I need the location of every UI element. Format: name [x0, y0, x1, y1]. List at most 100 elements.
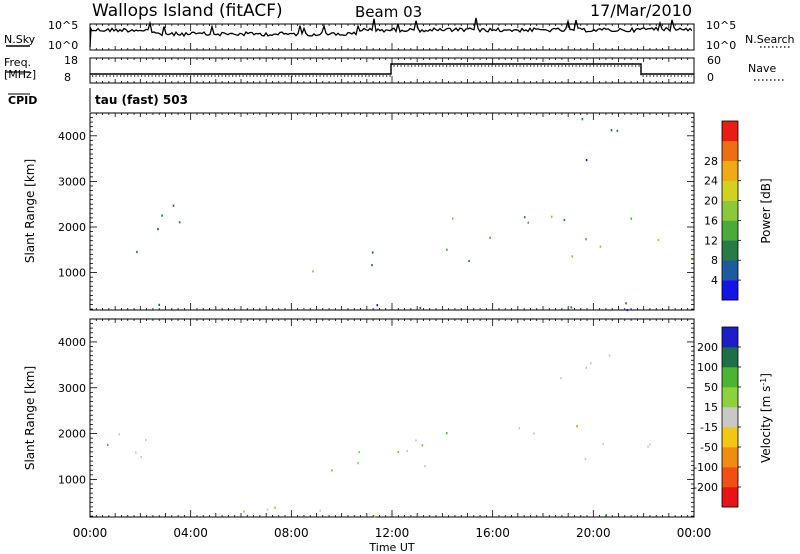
y-tick-label: 2000: [58, 428, 86, 441]
date-title: 17/Mar/2010: [590, 1, 692, 20]
colorbar-segment: [722, 347, 738, 368]
freq-panel: Freq. [MHz] 18 8 60 0 Nave: [4, 54, 784, 84]
scatter-cell: [157, 228, 159, 231]
scatter-cell: [106, 443, 109, 446]
scatter-cell: [570, 306, 573, 309]
scatter-cell: [451, 217, 454, 220]
scatter-cell: [406, 449, 408, 453]
velocity-frame: [89, 318, 695, 518]
scatter-cell: [312, 270, 314, 273]
colorbar-tick-label: -15: [700, 421, 718, 434]
time-axis-label: Time UT: [368, 541, 414, 554]
scatter-cell: [657, 238, 660, 242]
colorbar-segment: [722, 160, 738, 181]
scatter-cell: [533, 432, 535, 435]
power-cbar-label: Power [dB]: [759, 178, 773, 243]
colorbar-segment: [722, 140, 738, 162]
scatter-cell: [599, 245, 602, 248]
nsearch-label: N.Search: [745, 33, 795, 46]
scatter-cell: [630, 217, 633, 220]
scatter-cell: [158, 303, 160, 306]
scatter-cell: [371, 251, 374, 254]
time-axis: 00:00 04:00 08:00 12:00 16:00 20:00 00:00: [73, 24, 711, 540]
scatter-cell: [563, 218, 566, 222]
y-tick-label: 1000: [58, 267, 86, 280]
freq-label: Freq.: [4, 56, 31, 69]
scatter-cell: [140, 456, 143, 459]
x-tick-label: 16:00: [475, 526, 510, 540]
scatter-cell: [357, 462, 359, 465]
colorbar-frame: [721, 120, 739, 301]
power-frame: [89, 112, 695, 311]
beam-title: Beam 03: [355, 3, 422, 21]
scatter-cell: [376, 304, 379, 307]
scatter-cell: [585, 366, 588, 369]
colorbar-tick-label: 8: [711, 254, 718, 267]
scatter-cell: [584, 457, 587, 460]
colorbar-segment: [722, 387, 738, 408]
scatter-cell: [489, 236, 491, 239]
velocity-y-ticks: 1000 2000 3000 4000: [58, 318, 694, 517]
colorbar-tick-label: 15: [704, 401, 718, 414]
nave-tick-top: 60: [707, 54, 721, 67]
scatter-cell: [602, 442, 604, 446]
scatter-cell: [571, 255, 574, 258]
scatter-cell: [550, 215, 553, 218]
nave-label: Nave: [748, 62, 776, 75]
x-tick-label: 00:00: [73, 526, 108, 540]
y-tick-label: 1000: [58, 473, 86, 486]
colorbar-segment: [722, 467, 738, 488]
x-tick-label: 04:00: [173, 526, 208, 540]
colorbar-tick-label: 4: [711, 274, 718, 287]
cpid-value: tau (fast) 503: [95, 93, 188, 107]
x-tick-label: 08:00: [274, 526, 309, 540]
scatter-cell: [331, 469, 333, 472]
scatter-cell: [172, 204, 175, 207]
colorbar-tick-label: 28: [704, 155, 718, 168]
scatter-cell: [518, 427, 521, 430]
x-tick-label: 20:00: [576, 526, 611, 540]
scatter-cell: [649, 443, 651, 446]
scatter-cell: [415, 439, 417, 442]
scatter-cell: [647, 445, 649, 448]
scatter-cell: [625, 302, 627, 305]
x-tick-label: 12:00: [375, 526, 410, 540]
scatter-cell: [445, 432, 448, 435]
scatter-cell: [581, 118, 584, 121]
freq-tick-bottom: 8: [64, 71, 71, 84]
scatter-cell: [178, 221, 181, 224]
colorbar-segment: [722, 260, 738, 281]
scatter-cell: [610, 129, 613, 132]
power-ylabel: Slant Range [km]: [23, 159, 37, 263]
freq-unit-label: [MHz]: [4, 68, 36, 81]
colorbar-segment: [722, 447, 738, 468]
velocity-cbar-label: Velocity [m s-1]: [759, 373, 773, 463]
colorbar-tick-label: -200: [693, 481, 718, 494]
scatter-cell: [446, 248, 448, 251]
scatter-cell: [421, 444, 424, 447]
scatter-cell: [608, 354, 611, 357]
scatter-cell: [319, 509, 321, 512]
colorbar-segment: [722, 180, 738, 201]
colorbar-segment: [722, 327, 738, 348]
velocity-ylabel: Slant Range [km]: [23, 366, 37, 470]
nsearch-tick-bottom: 10^0: [706, 39, 736, 52]
nsearch-tick-top: 10^5: [706, 19, 736, 32]
y-tick-label: 3000: [58, 382, 86, 395]
scatter-cell: [585, 238, 587, 241]
nave-trace: [92, 65, 692, 77]
station-title: Wallops Island (fitACF): [92, 1, 283, 21]
nsky-trace: [89, 17, 693, 48]
scatter-cell: [373, 515, 376, 518]
scatter-cell: [468, 259, 470, 263]
scatter-cell: [266, 508, 269, 511]
colorbar-tick-label: -100: [693, 461, 718, 474]
nsky-tick-bottom: 10^0: [48, 39, 78, 52]
power-y-ticks: 1000 2000 3000 4000: [58, 112, 694, 310]
colorbar-segment: [722, 240, 738, 261]
colorbar-segment: [722, 200, 738, 221]
scatter-cell: [585, 159, 588, 162]
y-tick-label: 4000: [58, 130, 86, 143]
y-tick-label: 2000: [58, 221, 86, 234]
scatter-cell: [397, 451, 400, 454]
